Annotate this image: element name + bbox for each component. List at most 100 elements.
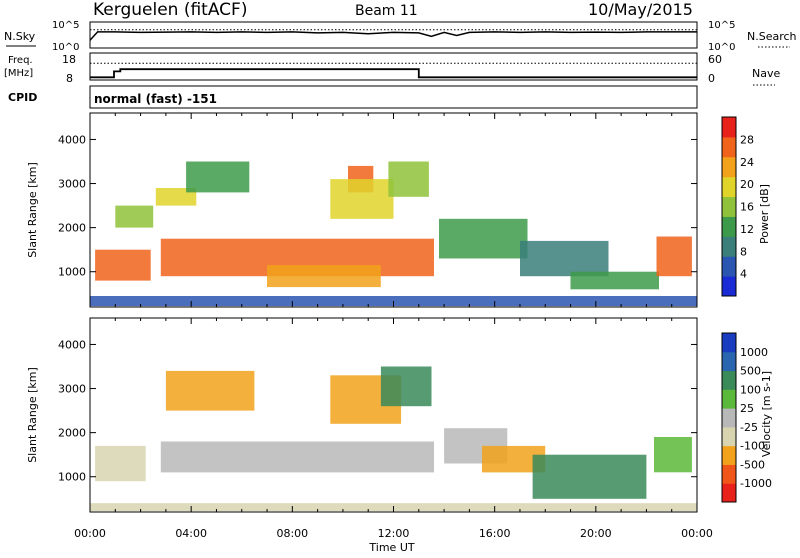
- velocity-yticks: 1000 2000 3000 4000: [58, 338, 697, 484]
- power-colorbar-swatch-8: [722, 117, 736, 138]
- power-colorbar-swatch-2: [722, 236, 736, 257]
- power-colorbar-swatch-7: [722, 136, 736, 158]
- x-tick-label-2: 08:00: [276, 527, 308, 540]
- nsky-series-line: [89, 31, 697, 41]
- velocity-colorbar-tick-0: 1000: [740, 346, 768, 359]
- cpid-frame: [89, 85, 698, 109]
- nsearch-label: N.Search: [747, 30, 797, 43]
- power-region-10: [520, 240, 609, 277]
- power-colorbar-swatch-6: [722, 156, 736, 178]
- noise-left-tick-bottom: 10^0: [52, 42, 79, 53]
- velocity-colorbar: 1000 500 100 25 -25 -100 -500 -1000: [721, 332, 772, 503]
- velocity-colorbar-tick-6: -500: [740, 458, 765, 471]
- velocity-colorbar-tick-4: -25: [740, 421, 758, 434]
- velocity-region-7: [532, 454, 647, 499]
- velocity-colorbar-swatch-4: [722, 408, 736, 428]
- nave-right-tick-top: 60: [708, 53, 722, 66]
- velocity-region-8: [654, 437, 692, 473]
- velocity-colorbar-swatch-8: [722, 333, 736, 353]
- power-colorbar-tick-1: 24: [740, 156, 754, 169]
- velocity-colorbar-tick-7: -1000: [740, 477, 772, 490]
- freq-left-tick-top: 18: [62, 53, 76, 66]
- velocity-region-0: [95, 445, 146, 482]
- frequency-series-line: [90, 68, 697, 79]
- date-title: 10/May/2015: [588, 0, 693, 19]
- velocity-colorbar-tick-1: 500: [740, 365, 761, 378]
- power-ylabel: Slant Range [km]: [26, 162, 39, 258]
- noise-right-tick-top: 10^5: [708, 20, 735, 31]
- noise-left-tick-top: 10^5: [52, 20, 79, 31]
- noise-frame: [89, 21, 698, 49]
- nave-label: Nave: [752, 67, 780, 80]
- velocity-ytick-label-1: 2000: [58, 427, 86, 440]
- power-yticks: 1000 2000 3000 4000: [58, 133, 697, 279]
- cpid-text: normal (fast) -151: [94, 92, 217, 106]
- power-regions: [90, 161, 697, 307]
- nave-right-tick-bottom: 0: [708, 72, 715, 85]
- power-region-4: [115, 205, 154, 228]
- velocity-regions: [90, 366, 697, 512]
- velocity-colorbar-swatch-0: [722, 483, 736, 503]
- power-colorbar-tick-0: 28: [740, 133, 754, 146]
- power-colorbar-swatch-5: [722, 176, 736, 198]
- station-title: Kerguelen (fitACF): [93, 0, 247, 20]
- power-colorbar-frame: [721, 116, 737, 297]
- power-colorbar-tick-5: 8: [740, 245, 747, 258]
- freq-unit-label: [MHz]: [4, 68, 33, 79]
- velocity-colorbar-swatch-6: [722, 370, 736, 390]
- power-xticks: [89, 113, 698, 307]
- power-ytick-label-2: 3000: [58, 178, 86, 191]
- power-region-7: [330, 179, 394, 219]
- velocity-xticks: 00:00 04:00 08:00 12:00 16:00 20:00 00:00: [74, 318, 713, 540]
- velocity-colorbar-swatch-5: [722, 389, 736, 409]
- x-tick-label-4: 16:00: [479, 527, 511, 540]
- power-panel: 1000 2000 3000 4000 Slant Range [km] 28 24 20…: [26, 112, 771, 308]
- velocity-panel: 1000 2000 3000 4000 00:00 04:00 08:00 12:00 16:…: [26, 317, 773, 554]
- x-tick-label-1: 04:00: [175, 527, 207, 540]
- velocity-colorbar-frame: [721, 332, 737, 503]
- power-region-12: [656, 236, 692, 277]
- power-region-5: [186, 161, 250, 193]
- x-tick-label-3: 12:00: [378, 527, 410, 540]
- velocity-ytick-label-3: 4000: [58, 338, 86, 351]
- freq-left-tick-bottom: 8: [66, 72, 73, 85]
- power-colorbar-swatch-4: [722, 196, 736, 217]
- x-tick-label-6: 00:00: [681, 527, 713, 540]
- power-colorbar-swatch-1: [722, 256, 736, 277]
- frequency-frame: [89, 52, 698, 81]
- velocity-colorbar-swatch-3: [722, 426, 736, 447]
- velocity-colorbar-label: Velocity [m s-1]: [760, 371, 773, 457]
- beam-title: Beam 11: [355, 3, 418, 19]
- power-region-0: [95, 249, 151, 281]
- noise-panel: N.Sky 10^5 10^0 10^5 10^0 N.Search: [4, 20, 797, 53]
- x-axis-label: Time UT: [368, 541, 414, 554]
- velocity-colorbar-swatch-2: [722, 445, 736, 465]
- velocity-colorbar-swatch-7: [722, 351, 736, 372]
- power-ytick-label-1: 2000: [58, 222, 86, 235]
- velocity-region-1: [160, 441, 435, 473]
- power-colorbar-label: Power [dB]: [758, 184, 771, 244]
- velocity-ylabel: Slant Range [km]: [26, 367, 39, 463]
- x-tick-label-0: 00:00: [74, 527, 106, 540]
- velocity-colorbar-tick-3: 25: [740, 402, 754, 415]
- velocity-region-2: [165, 370, 255, 411]
- power-region-2: [267, 265, 381, 288]
- power-colorbar-tick-6: 4: [740, 268, 747, 281]
- nsky-label: N.Sky: [4, 30, 36, 43]
- power-region-11: [570, 271, 659, 290]
- power-region-8: [388, 161, 429, 197]
- power-colorbar-tick-4: 12: [740, 223, 754, 236]
- velocity-colorbar-swatch-1: [722, 464, 736, 484]
- noise-right-tick-bottom: 10^0: [708, 42, 735, 53]
- x-tick-label-5: 20:00: [580, 527, 612, 540]
- velocity-ytick-label-0: 1000: [58, 471, 86, 484]
- power-colorbar-tick-2: 20: [740, 178, 754, 191]
- power-ytick-label-3: 4000: [58, 133, 86, 146]
- power-ytick-label-0: 1000: [58, 266, 86, 279]
- velocity-region-4: [380, 366, 432, 407]
- frequency-panel: Freq. [MHz] 18 8 60 0 Nave: [4, 52, 780, 86]
- power-region-9: [439, 218, 528, 259]
- velocity-colorbar-tick-5: -100: [740, 440, 765, 453]
- power-colorbar-swatch-0: [722, 276, 736, 297]
